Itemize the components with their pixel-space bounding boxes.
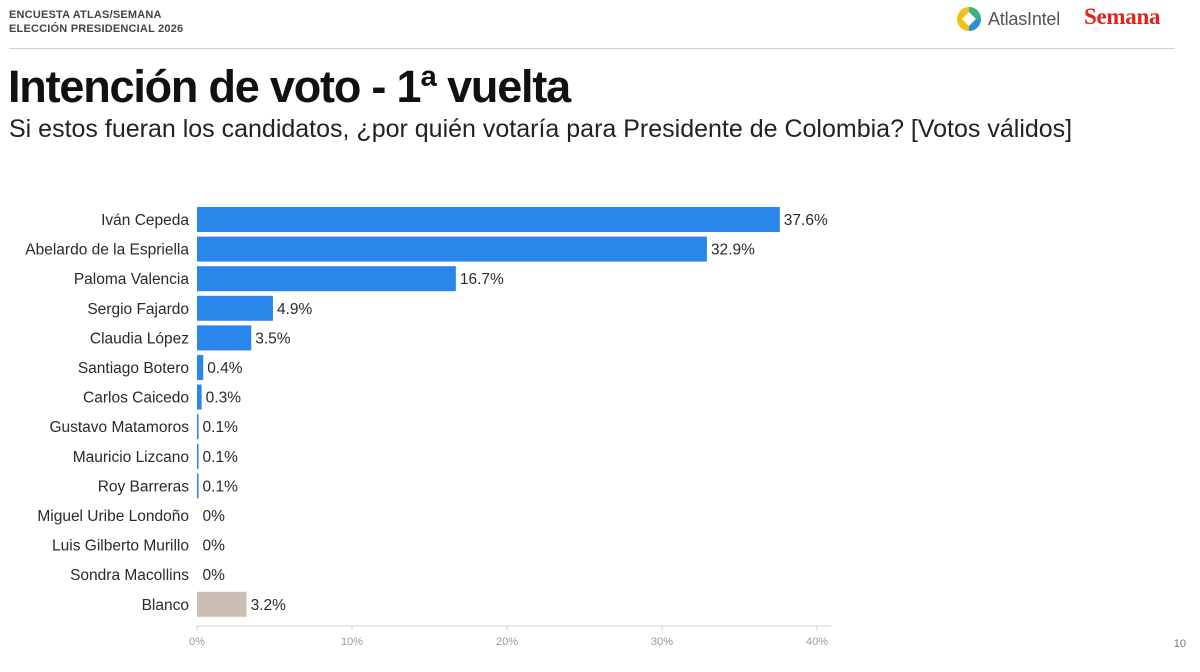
x-tick-label: 10% [341,636,363,648]
bar [197,443,199,469]
category-label: Gustavo Matamoros [49,419,189,436]
category-label: Claudia López [90,330,189,347]
header: ENCUESTA ATLAS/SEMANA ELECCIÓN PRESIDENC… [0,0,1200,48]
data-label: 32.9% [711,242,755,259]
bar [197,355,204,380]
data-label: 4.9% [277,301,313,318]
bar [197,325,252,351]
bar [197,295,273,321]
category-label: Luis Gilberto Murillo [52,538,189,555]
category-label: Sondra Macollins [70,567,189,584]
category-label: Sergio Fajardo [87,301,189,318]
bar [197,207,780,232]
category-label: Paloma Valencia [74,271,190,288]
data-label: 0.3% [206,390,242,407]
survey-label-line2: ELECCIÓN PRESIDENCIAL 2026 [9,23,184,35]
page-title: Intención de voto - 1ª vuelta [8,61,571,112]
category-label: Iván Cepeda [101,212,189,229]
category-label: Roy Barreras [98,478,190,495]
bar [197,473,199,499]
vote-intention-chart: Iván Cepeda 37.6% Abelardo de la Espriella… [0,196,1200,672]
category-label: Miguel Uribe Londoño [37,508,189,525]
bar [197,266,456,292]
atlasintel-logo: AtlasIntel [956,5,1060,33]
bar-chart-svg: Iván Cepeda 37.6% Abelardo de la Espriella… [25,207,831,648]
x-tick-label: 0% [189,636,205,648]
data-label: 0.1% [203,449,239,466]
atlasintel-logo-text: AtlasIntel [988,8,1061,29]
bar [197,236,707,262]
data-label: 0.4% [207,360,243,377]
data-label: 0% [203,508,226,525]
survey-label: ENCUESTA ATLAS/SEMANA ELECCIÓN PRESIDENC… [9,8,183,36]
header-divider [9,48,1175,49]
semana-logo: Semana [1084,4,1161,29]
bar [197,414,199,440]
data-label: 0% [203,567,226,584]
x-tick-label: 20% [496,636,518,648]
category-label: Carlos Caicedo [83,390,189,407]
category-label: Mauricio Lizcano [73,449,189,466]
data-label: 16.7% [460,271,504,288]
data-label: 3.2% [251,597,287,614]
data-label: 0.1% [203,478,239,495]
category-label: Abelardo de la Espriella [25,242,189,259]
atlasintel-logo-icon [957,7,981,31]
bar [197,591,247,617]
page-number: 10 [1173,638,1186,650]
x-tick-label: 30% [651,636,673,648]
category-label: Blanco [142,597,189,614]
bar [197,384,202,410]
data-label: 0% [203,538,226,555]
data-label: 3.5% [255,330,291,347]
category-label: Santiago Botero [78,360,189,377]
data-label: 0.1% [203,419,239,436]
survey-label-line1: ENCUESTA ATLAS/SEMANA [9,9,162,21]
data-label: 37.6% [784,212,828,229]
page-subtitle: Si estos fueran los candidatos, ¿por qui… [9,115,1073,143]
x-tick-label: 40% [806,636,828,648]
